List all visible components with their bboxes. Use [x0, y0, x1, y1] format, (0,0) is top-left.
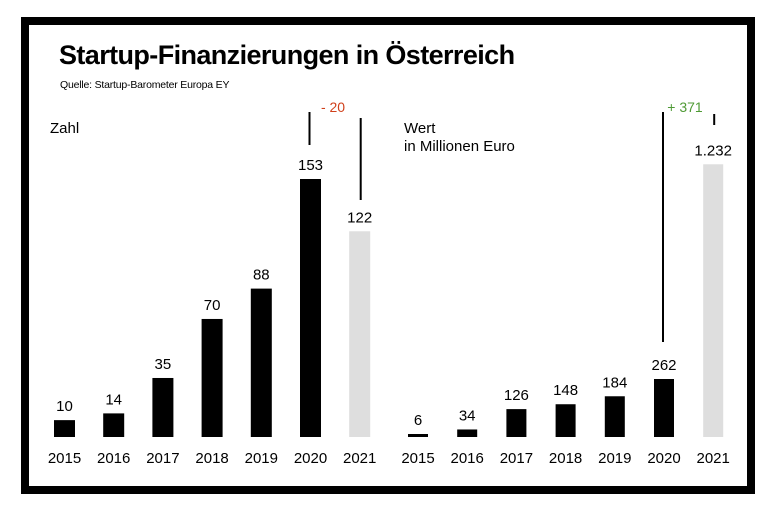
chart2-series-label: in Millionen Euro: [404, 138, 515, 155]
chart1-tick-label-2016: 2016: [97, 450, 130, 467]
chart2-change-annotation: + 371: [667, 99, 703, 115]
chart2-tick-label-2021: 2021: [697, 450, 730, 467]
chart2-tick-label-2016: 2016: [451, 450, 484, 467]
chart2-value-label-2016: 34: [459, 407, 476, 424]
chart1-bar-2019: [250, 288, 272, 437]
chart1-bar-2015: [54, 420, 75, 437]
chart2-tick-label-2019: 2019: [598, 450, 631, 467]
source-note: Quelle: Startup-Barometer Europa EY: [60, 79, 230, 91]
chart-frame: [21, 17, 755, 494]
chart1-bar-2021: [349, 231, 371, 437]
chart1-value-label-2021: 122: [347, 209, 372, 226]
chart2-value-label-2015: 6: [414, 412, 422, 429]
chart1-tick-label-2021: 2021: [343, 450, 376, 467]
chart1-bar-2020: [300, 179, 321, 437]
chart1-tick-label-2020: 2020: [294, 450, 327, 467]
chart2-tick-label-2015: 2015: [401, 450, 434, 467]
chart1-series-label: Zahl: [50, 120, 79, 137]
chart1-value-label-2016: 14: [105, 391, 122, 408]
chart2-tick-label-2020: 2020: [647, 450, 680, 467]
chart2-bar-2018: [555, 404, 576, 437]
chart-title: Startup-Finanzierungen in Österreich: [59, 40, 515, 70]
chart1-value-label-2018: 70: [204, 297, 221, 314]
chart2-bar-2015: [408, 434, 428, 437]
chart2-bar-2021: [703, 164, 724, 437]
chart1-bar-2017: [152, 377, 174, 437]
chart2-value-label-2021: 1.232: [694, 142, 732, 159]
chart2-bar-2016: [457, 429, 478, 437]
chart1-value-label-2020: 153: [298, 157, 323, 174]
chart2-bar-2019: [604, 396, 625, 437]
chart2-series-label: Wert: [404, 120, 436, 137]
chart2-value-label-2019: 184: [602, 374, 627, 391]
chart1-bar-2016: [103, 413, 125, 437]
chart1-tick-label-2018: 2018: [195, 450, 228, 467]
chart2-tick-label-2018: 2018: [549, 450, 582, 467]
chart1-change-annotation: - 20: [321, 99, 345, 115]
chart2-bar-2017: [506, 409, 527, 437]
chart1-value-label-2017: 35: [155, 356, 172, 373]
chart1-value-label-2019: 88: [253, 267, 270, 284]
chart1-tick-label-2019: 2019: [245, 450, 278, 467]
chart1-tick-label-2017: 2017: [146, 450, 179, 467]
chart1-value-label-2015: 10: [56, 398, 73, 415]
chart1-bar-2018: [201, 318, 223, 437]
chart2-value-label-2017: 126: [504, 387, 529, 404]
chart2-value-label-2018: 148: [553, 382, 578, 399]
chart2-tick-label-2017: 2017: [500, 450, 533, 467]
chart2-bar-2020: [654, 379, 674, 437]
chart1-tick-label-2015: 2015: [48, 450, 81, 467]
chart2-value-label-2020: 262: [651, 357, 676, 374]
